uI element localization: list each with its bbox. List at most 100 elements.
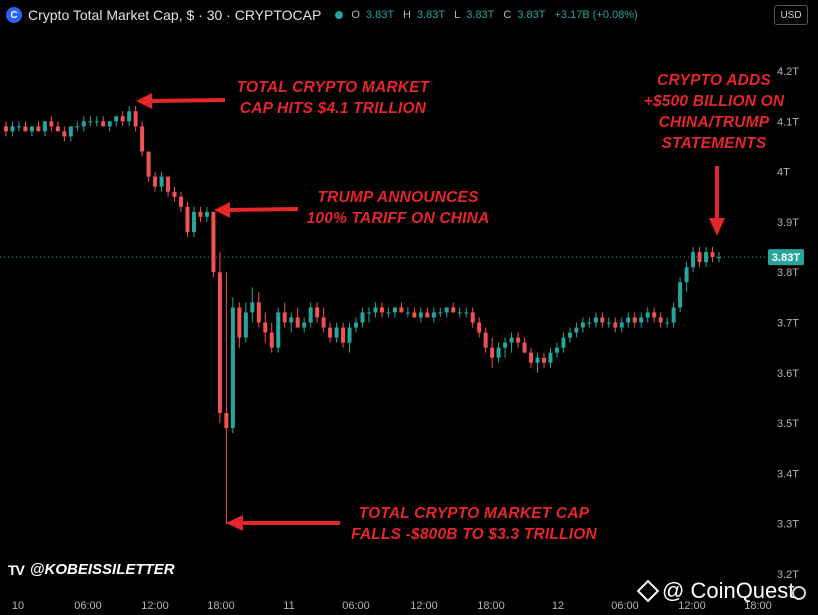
candle-body (619, 322, 624, 328)
candle (412, 307, 417, 318)
candle (101, 116, 106, 127)
kobeissi-handle: @KOBEISSILETTER (29, 561, 175, 578)
candle (334, 322, 339, 343)
candle-body (405, 312, 410, 314)
candle-body (490, 347, 495, 358)
candle-body (107, 121, 112, 127)
candle (140, 121, 145, 157)
candle-body (386, 312, 391, 314)
candle-body (347, 327, 352, 343)
x-tick-label: 12 (552, 600, 564, 612)
candle-body (81, 121, 86, 127)
candle-body (159, 176, 164, 187)
y-tick-label: 3.5T (777, 418, 799, 430)
candle (230, 297, 235, 434)
candle-body (198, 211, 203, 217)
last-price-tag: 3.83T (768, 249, 804, 266)
candle (541, 352, 546, 368)
candle (606, 317, 611, 328)
candle (710, 247, 715, 263)
candle-body (477, 322, 482, 333)
candle (354, 317, 359, 333)
candle-body (75, 126, 80, 128)
candle-body (717, 257, 721, 259)
chart-settings-icon[interactable] (792, 586, 806, 600)
candle (107, 121, 112, 132)
candle-body (392, 307, 397, 313)
candle (704, 247, 709, 268)
candle (645, 307, 650, 323)
candle-body (341, 327, 346, 343)
candle-body (561, 337, 566, 348)
candle-body (217, 272, 222, 414)
candle-body (697, 252, 702, 263)
candle (652, 307, 657, 323)
candle-body (691, 252, 696, 268)
arrow-trump (214, 202, 299, 218)
candle-body (68, 126, 73, 137)
candle-body (541, 357, 546, 363)
x-tick-label: 12:00 (678, 600, 706, 612)
candle (179, 191, 184, 212)
candle (522, 337, 527, 353)
x-tick-label: 06:00 (342, 600, 370, 612)
x-tick-label: 18:00 (477, 600, 505, 612)
y-tick-label: 3.7T (777, 318, 799, 330)
currency-button[interactable]: USD (774, 5, 808, 25)
candle-body (315, 307, 320, 318)
candle-body (516, 337, 521, 343)
candle (399, 302, 404, 313)
annotation-line: 100% TARIFF ON CHINA (306, 210, 490, 227)
candle-body (276, 312, 281, 348)
candle (133, 106, 138, 132)
candle-body (373, 307, 378, 313)
candle (295, 307, 300, 328)
ohlc-high-value: 3.83T (417, 9, 446, 21)
x-tick-label: 18:00 (207, 600, 235, 612)
candle (127, 106, 132, 127)
y-tick-label: 3.3T (777, 519, 799, 531)
candle-body (114, 116, 119, 122)
annotation-line: TRUMP ANNOUNCES (317, 189, 479, 206)
candle (697, 247, 702, 268)
x-tick-label: 11 (283, 600, 294, 612)
candle (250, 287, 255, 323)
candle-body (211, 211, 216, 273)
kobeissi-watermark: TV @KOBEISSILETTER (8, 561, 175, 578)
candle-body (580, 322, 585, 328)
candle-body (295, 317, 300, 328)
candle-body (425, 312, 430, 318)
candle (289, 312, 294, 333)
candle-body (250, 302, 255, 313)
candle-body (567, 332, 572, 338)
annotation-trump: TRUMP ANNOUNCES 100% TARIFF ON CHINA (292, 187, 504, 229)
candle-body (42, 121, 47, 132)
chart-title[interactable]: Crypto Total Market Cap, $ · 30 · CRYPTO… (28, 7, 322, 23)
ohlc-open-key: O (351, 9, 360, 21)
x-tick-label: 12:00 (410, 600, 438, 612)
x-tick-label: 10 (12, 600, 24, 612)
candle (516, 332, 521, 348)
candle (548, 347, 553, 368)
candle (68, 126, 73, 142)
candle (62, 126, 67, 142)
candle-body (678, 282, 683, 308)
candle (10, 121, 15, 137)
ohlc-low-value: 3.83T (466, 9, 495, 21)
candle-body (671, 307, 676, 323)
candle-body (23, 126, 28, 132)
candle (431, 307, 436, 323)
candle-body (444, 307, 449, 313)
candle (464, 307, 469, 318)
candle (153, 171, 158, 192)
candle (224, 272, 229, 524)
candle-body (133, 111, 138, 127)
ohlc-close-key: C (503, 9, 512, 21)
x-tick-label: 06:00 (611, 600, 639, 612)
candle (574, 322, 579, 338)
candle-body (16, 126, 21, 128)
annotation-line: TOTAL CRYPTO MARKET (236, 79, 430, 96)
candle-body (684, 267, 689, 283)
